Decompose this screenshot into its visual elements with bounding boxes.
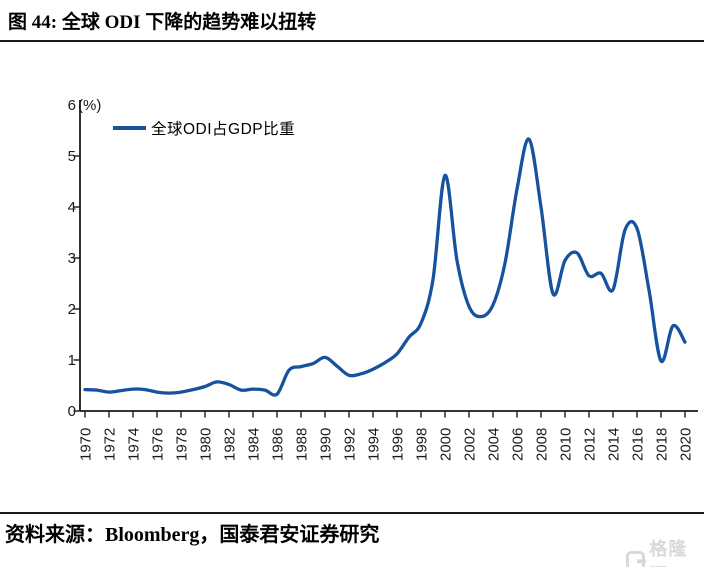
chart-svg: 0 1 2 3 4 5 6 (%) 1970 1972 1974 1976 1978 1980 1982 19…	[68, 97, 698, 461]
y-tick-label: 6	[68, 97, 76, 114]
top-divider	[0, 40, 704, 42]
x-tick-label: 2008	[534, 428, 551, 461]
y-axis-unit-label: (%)	[78, 97, 101, 114]
figure-title: 图 44: 全球 ODI 下降的趋势难以扭转	[8, 12, 317, 33]
source-note: 资料来源：Bloomberg，国泰君安证券研究	[5, 524, 380, 546]
gelonghui-watermark: 格隆汇	[626, 535, 704, 567]
y-tick-label: 2	[68, 301, 76, 318]
x-tick-label: 1984	[246, 428, 263, 461]
x-tick-label: 1978	[174, 428, 191, 461]
x-tick-label: 1990	[318, 428, 335, 461]
x-tick-label: 2018	[654, 428, 671, 461]
x-tick-label: 2002	[462, 428, 479, 461]
x-tick-label: 1974	[126, 428, 143, 461]
x-tick-label: 2012	[582, 428, 599, 461]
gelonghui-logo-text: 格隆汇	[649, 539, 688, 567]
x-tick-label: 1996	[390, 428, 407, 461]
y-tick-label: 1	[68, 352, 76, 369]
x-tick-label: 1992	[342, 428, 359, 461]
x-tick-label: 1988	[294, 428, 311, 461]
x-tick-label: 2014	[606, 428, 623, 461]
x-tick-label: 1980	[198, 428, 215, 461]
x-tick-label: 1994	[366, 428, 383, 461]
legend-label: 全球ODI占GDP比重	[151, 121, 296, 138]
x-tick-label: 1998	[414, 428, 431, 461]
y-tick-label: 0	[68, 403, 76, 420]
x-tick-label: 1972	[102, 428, 119, 461]
x-tick-label: 1986	[270, 428, 287, 461]
x-tick-label: 1976	[150, 428, 167, 461]
x-tick-label: 1982	[222, 428, 239, 461]
x-tick-label: 2006	[510, 428, 527, 461]
chart-area: 0 1 2 3 4 5 6 (%) 1970 1972 1974 1976 1978 1980 1982 19…	[0, 45, 704, 507]
bottom-divider	[0, 512, 704, 514]
x-tick-label: 2004	[486, 428, 503, 461]
x-tick-label: 2016	[630, 428, 647, 461]
x-tick-label: 2020	[678, 428, 695, 461]
legend-line-swatch	[113, 126, 146, 130]
y-tick-label: 4	[68, 199, 76, 216]
y-tick-label: 5	[68, 148, 76, 165]
x-tick-label: 1970	[78, 428, 95, 461]
chart-legend: 全球ODI占GDP比重	[113, 117, 295, 139]
gelonghui-logo-icon	[626, 551, 646, 567]
x-tick-label: 2000	[438, 428, 455, 461]
x-tick-label: 2010	[558, 428, 575, 461]
y-tick-label: 3	[68, 250, 76, 267]
odi-gdp-line	[83, 137, 687, 397]
